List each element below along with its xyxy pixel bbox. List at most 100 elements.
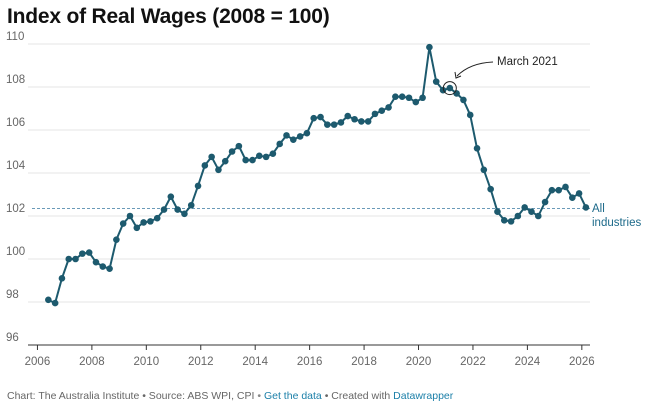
annotation-highlight-circle xyxy=(442,81,457,96)
data-point xyxy=(85,249,93,256)
data-point xyxy=(514,212,522,220)
footer: Chart: The Australia Institute • Source:… xyxy=(7,389,453,403)
x-tick-label: 2016 xyxy=(297,356,323,368)
data-point xyxy=(446,84,454,92)
x-tick-label: 2014 xyxy=(242,356,268,368)
data-point xyxy=(507,218,515,225)
data-point xyxy=(555,186,562,194)
data-point xyxy=(303,129,311,137)
x-tick-label: 2012 xyxy=(188,356,214,368)
annotation-text: March 2021 xyxy=(497,56,558,68)
annotation-arrow xyxy=(456,61,494,77)
data-point xyxy=(290,136,297,143)
data-point xyxy=(534,212,542,220)
x-tick-label: 2020 xyxy=(406,356,432,368)
data-point xyxy=(242,156,249,164)
data-point xyxy=(378,107,386,114)
data-point xyxy=(562,183,569,191)
data-point xyxy=(582,204,590,211)
data-point xyxy=(140,219,147,226)
data-point xyxy=(385,104,392,111)
footer-credit: Chart: The Australia Institute xyxy=(7,390,140,402)
data-point xyxy=(92,258,100,266)
data-point xyxy=(371,110,379,118)
data-point xyxy=(235,142,243,150)
data-point xyxy=(432,78,440,85)
data-point xyxy=(174,206,181,213)
get-the-data-link[interactable]: Get the data xyxy=(263,390,322,402)
data-point xyxy=(187,201,195,209)
data-point xyxy=(167,193,175,200)
data-point xyxy=(65,255,73,263)
gridlines xyxy=(28,43,590,346)
data-point xyxy=(249,156,256,164)
y-axis: 96 98 100 102 104 106 108 110 xyxy=(6,31,26,344)
data-point xyxy=(194,182,202,190)
series-label: All industries xyxy=(592,203,641,229)
series xyxy=(45,43,590,307)
data-point xyxy=(113,236,120,243)
data-point xyxy=(296,133,304,140)
x-tick-label: 2024 xyxy=(515,356,541,368)
data-point xyxy=(460,96,467,104)
data-point xyxy=(310,114,318,122)
data-point xyxy=(466,111,474,119)
data-point xyxy=(358,118,365,125)
data-point xyxy=(569,194,576,202)
annotation-arrowhead xyxy=(454,71,462,79)
data-point xyxy=(419,94,426,102)
data-point xyxy=(412,98,420,106)
x-tick-label: 2026 xyxy=(569,356,595,368)
footer-created: • Created with xyxy=(324,390,391,402)
data-point xyxy=(548,186,556,194)
data-point xyxy=(201,162,209,169)
data-point xyxy=(269,150,277,157)
data-point xyxy=(45,296,52,304)
series-label-line-1: All xyxy=(592,203,605,215)
data-point xyxy=(487,185,494,193)
data-point xyxy=(181,210,188,218)
y-tick-label: 104 xyxy=(6,160,26,172)
data-point xyxy=(344,112,352,120)
data-point xyxy=(228,148,236,155)
y-tick-label: 98 xyxy=(6,289,19,301)
data-point xyxy=(106,265,113,272)
data-point xyxy=(453,90,460,97)
data-point xyxy=(494,208,501,215)
data-point xyxy=(473,144,481,152)
data-point xyxy=(276,140,283,148)
data-point xyxy=(317,113,324,121)
data-point xyxy=(521,204,528,211)
y-tick-label: 108 xyxy=(6,74,25,86)
data-point xyxy=(480,166,488,174)
chart-title: Index of Real Wages (2008 = 100) xyxy=(7,5,330,28)
data-point xyxy=(575,190,583,197)
datawrapper-link[interactable]: Datawrapper xyxy=(393,390,454,402)
y-tick-label: 102 xyxy=(6,203,25,215)
data-point xyxy=(337,119,345,126)
data-point xyxy=(262,153,270,161)
x-axis: 2006 2008 2010 2012 2014 2016 2018 2020 2022 2024… xyxy=(25,345,595,368)
data-point xyxy=(283,132,290,139)
series-line xyxy=(47,46,587,305)
series-label-line-2: industries xyxy=(592,217,641,229)
annotation: March 2021 xyxy=(442,56,558,96)
data-point xyxy=(72,255,79,263)
x-tick-label: 2018 xyxy=(351,356,377,368)
data-point xyxy=(528,208,535,215)
data-point xyxy=(153,214,161,222)
data-point xyxy=(364,118,372,125)
data-point xyxy=(126,212,134,220)
data-point xyxy=(160,206,168,213)
footer-separator: • xyxy=(257,390,262,402)
x-tick-label: 2006 xyxy=(25,356,51,368)
data-point xyxy=(208,153,215,161)
x-tick-label: 2008 xyxy=(79,356,105,368)
data-point xyxy=(426,43,433,51)
footer-source: • Source: ABS WPI, CPI xyxy=(142,390,255,402)
y-tick-label: 96 xyxy=(6,332,19,344)
data-point xyxy=(133,224,141,232)
data-point xyxy=(51,299,59,307)
data-point xyxy=(330,121,338,128)
